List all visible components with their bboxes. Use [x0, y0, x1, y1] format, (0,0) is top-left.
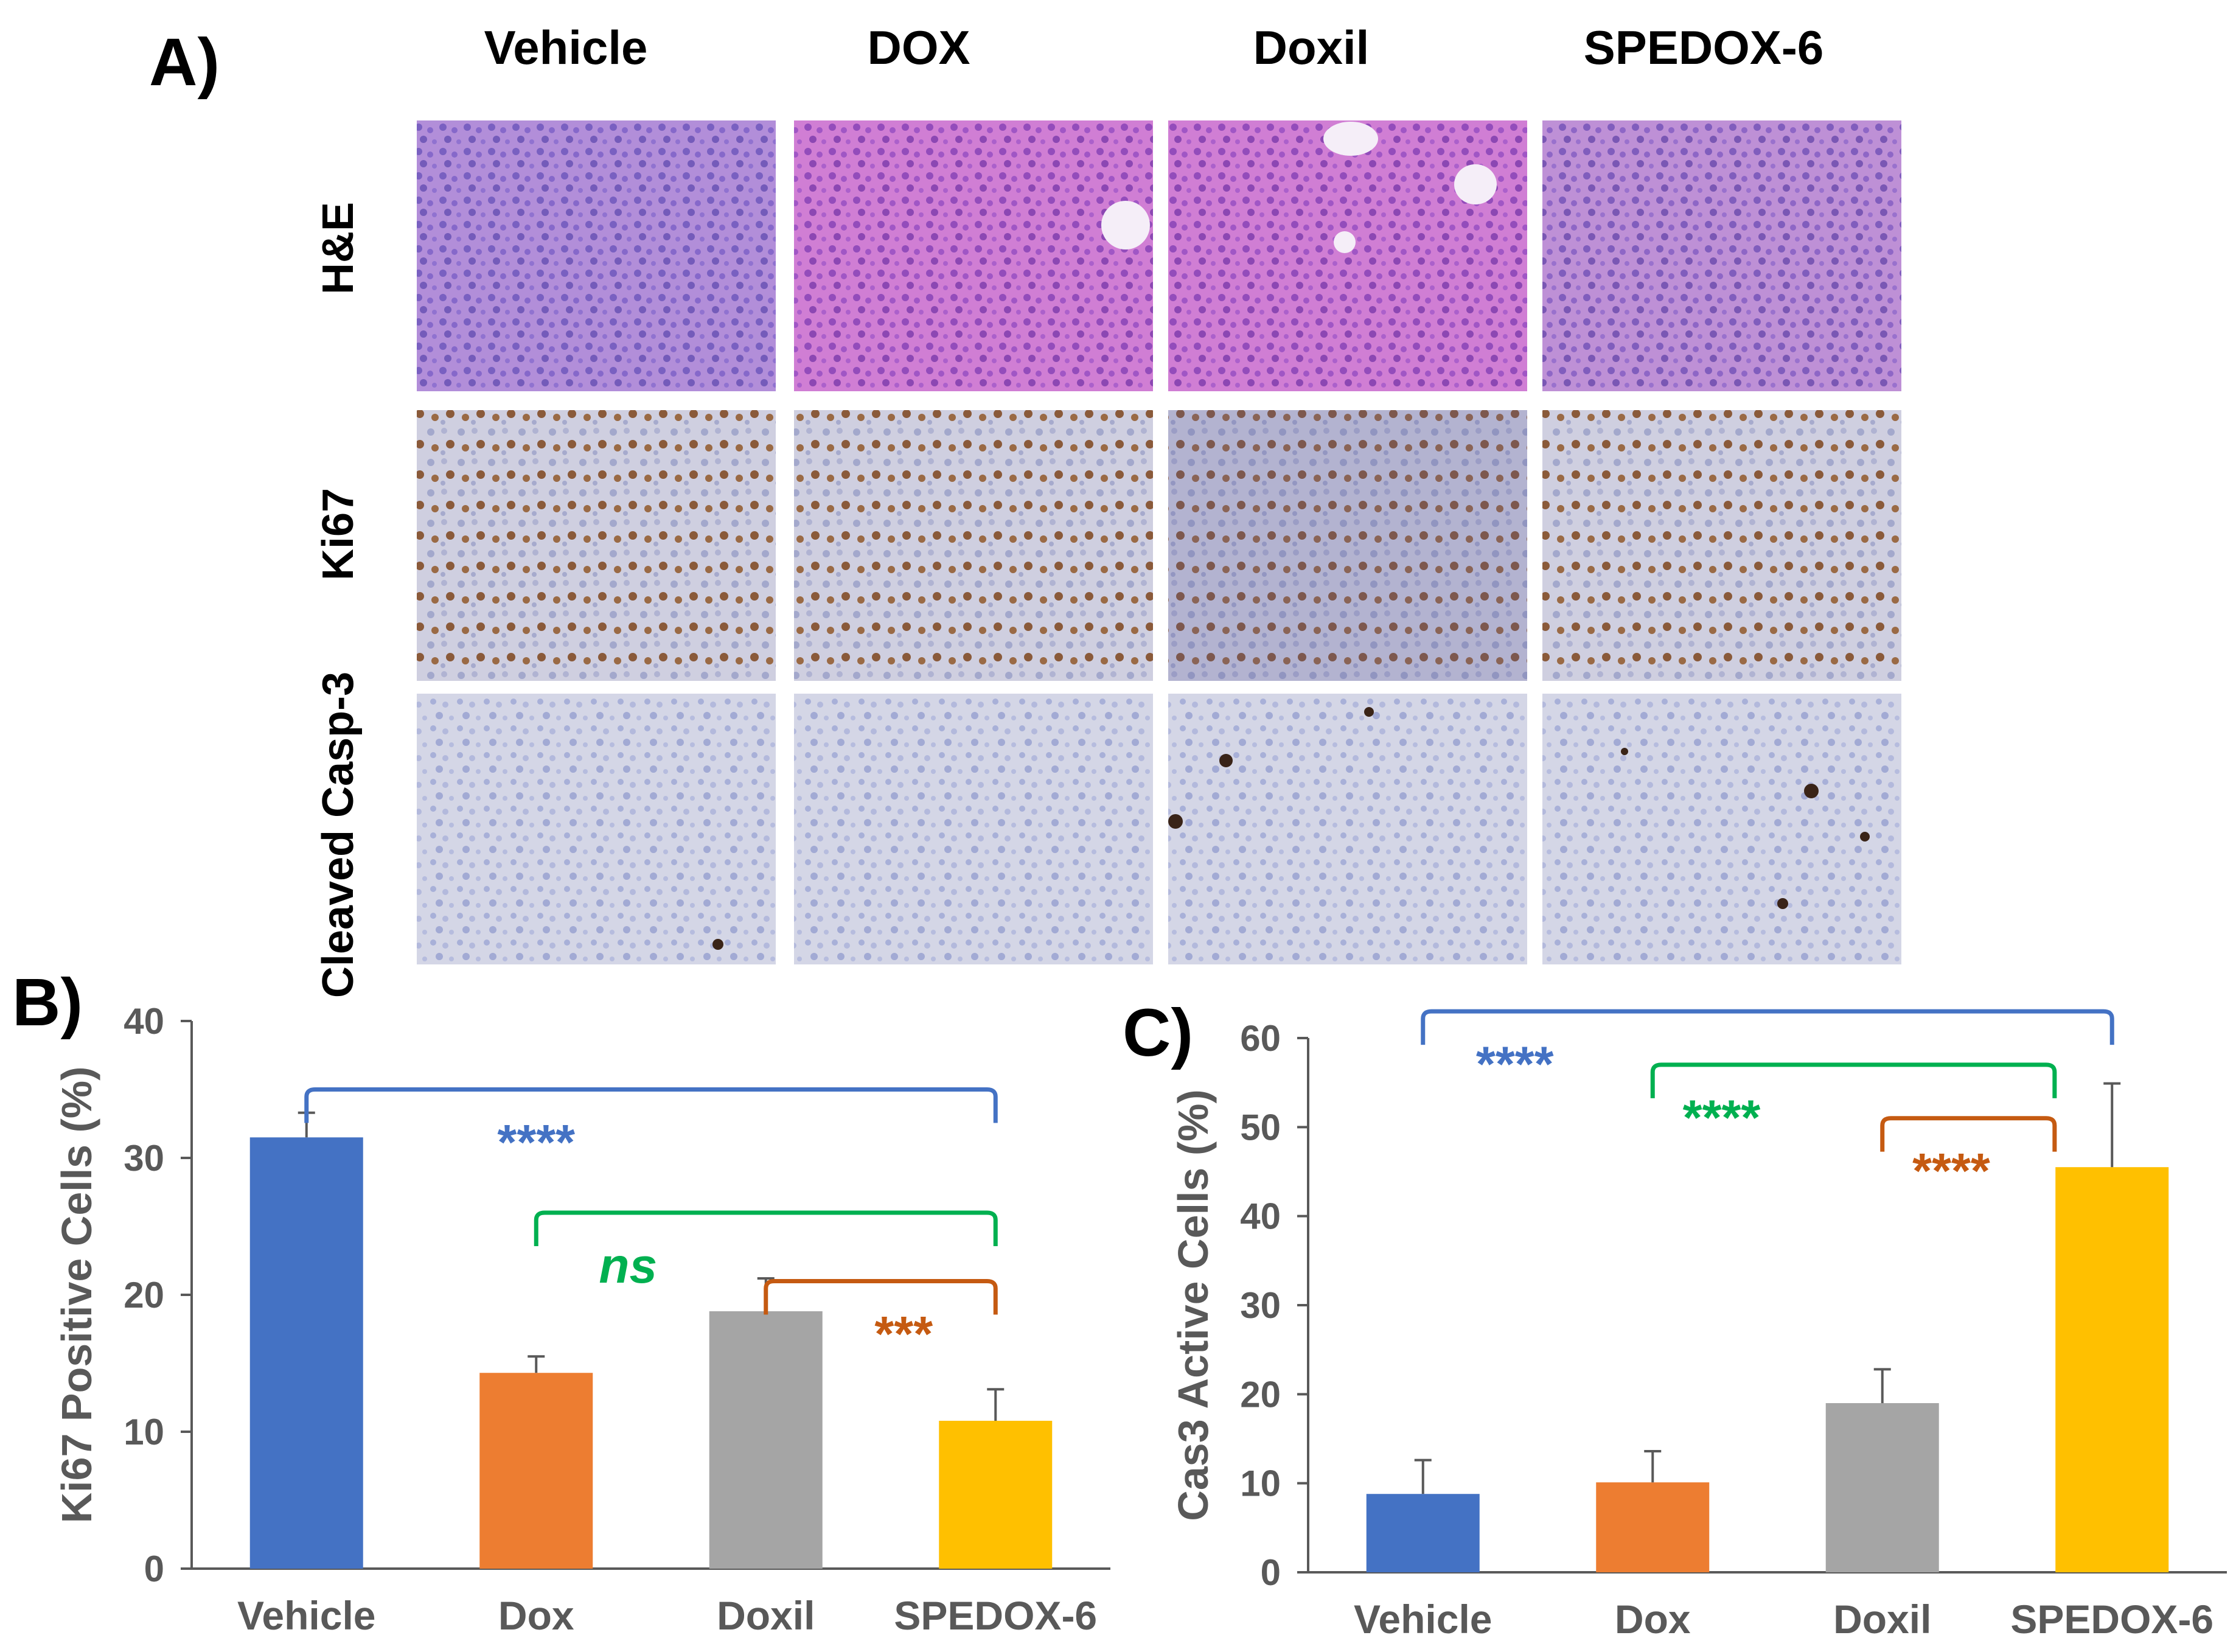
x-tick-label-vehicle: Vehicle: [237, 1593, 376, 1638]
column-header-spedox-6: SPEDOX-6: [1584, 21, 1823, 74]
significance-label: ***: [874, 1307, 933, 1362]
significance-label: ****: [1683, 1090, 1761, 1146]
tile-casp3-vehicle: [417, 694, 776, 964]
y-tick-label: 30: [1240, 1285, 1281, 1326]
row-header-h-e: H&E: [314, 202, 363, 295]
tile-he-doxil: [1168, 120, 1527, 391]
bar-doxil: [1825, 1403, 1939, 1572]
panel-a-label: A): [149, 25, 220, 100]
tile-he-vehicle: [417, 120, 776, 391]
tile-ki67-dox: [794, 410, 1153, 681]
bar-vehicle: [1366, 1494, 1480, 1572]
bar-spedox-6: [939, 1421, 1053, 1569]
panel-a-histology: A) Vehicle DOX Doxil SPEDOX-6 H&E Ki67 Cleave…: [149, 21, 1901, 998]
tile-casp3-spedox-6: [1542, 694, 1901, 964]
y-tick-label: 20: [1240, 1374, 1281, 1415]
column-header-doxil: Doxil: [1253, 21, 1370, 74]
significance-bracket: [534, 1210, 998, 1246]
error-bar-dox: [528, 1355, 545, 1373]
y-tick-label: 30: [124, 1138, 164, 1179]
x-tick-label-doxil: Doxil: [1833, 1597, 1931, 1642]
column-header-dox: DOX: [867, 21, 970, 74]
x-tick-label-dox: Dox: [498, 1593, 574, 1638]
panel-b-label: B): [12, 965, 83, 1040]
y-axis-label: Cas3 Active Cells (%): [1169, 1089, 1217, 1521]
y-tick-label: 50: [1240, 1107, 1281, 1148]
histology-images: [417, 120, 1901, 964]
y-axis-label: Ki67 Positive Cells (%): [53, 1067, 100, 1524]
tile-casp3-doxil: [1168, 694, 1527, 964]
tile-casp3-dox: [794, 694, 1153, 964]
y-tick-label: 0: [144, 1549, 164, 1589]
bar-dox: [479, 1373, 593, 1569]
significance-label: ****: [1912, 1144, 1990, 1199]
column-header-vehicle: Vehicle: [484, 21, 648, 74]
y-tick-label: 60: [1240, 1018, 1281, 1059]
x-tick-label-vehicle: Vehicle: [1354, 1597, 1492, 1642]
y-tick-label: 20: [124, 1275, 164, 1316]
bar-vehicle: [249, 1137, 363, 1569]
y-tick-label: 10: [124, 1412, 164, 1452]
y-tick-label: 40: [124, 1001, 164, 1042]
tile-ki67-doxil: [1168, 410, 1527, 681]
y-tick-label: 0: [1261, 1552, 1281, 1593]
significance-label: ns: [599, 1238, 657, 1294]
significance-bracket: [304, 1087, 998, 1123]
chart-b-ki67: B) 0 10 20 30 40 Ki67 Positive Cells (%) Vehic…: [12, 965, 1110, 1638]
column-headers: Vehicle DOX Doxil SPEDOX-6: [484, 21, 1824, 74]
x-tick-label-doxil: Doxil: [717, 1593, 815, 1638]
row-headers: H&E Ki67 Cleaved Casp-3: [314, 202, 363, 998]
row-header-ki67: Ki67: [314, 488, 363, 580]
significance-bracket: [1650, 1062, 2057, 1098]
bar-doxil: [709, 1311, 823, 1569]
x-tick-label-spedox-6: SPEDOX-6: [894, 1593, 1097, 1638]
bar-dox: [1596, 1482, 1710, 1572]
error-bar-dox: [1644, 1449, 1662, 1483]
panel-c-label: C): [1123, 995, 1193, 1070]
significance-label: ****: [497, 1115, 575, 1171]
x-tick-label-dox: Dox: [1615, 1597, 1691, 1642]
significance-bracket: [1880, 1116, 2057, 1152]
tile-he-dox: [794, 120, 1153, 391]
chart-c-cas3: C) 0 10 20 30 40 50 60 Cas3 Active Cells (%) Veh…: [1123, 995, 2227, 1642]
x-tick-label-spedox-6: SPEDOX-6: [2010, 1597, 2213, 1642]
error-bar-spedox-6: [987, 1388, 1005, 1421]
error-bar-vehicle: [1414, 1459, 1432, 1494]
y-tick-label: 40: [1240, 1196, 1281, 1237]
tile-ki67-spedox-6: [1542, 410, 1901, 681]
significance-bracket: [764, 1279, 998, 1315]
significance-bracket: [1421, 1009, 2114, 1045]
bar-spedox-6: [2055, 1167, 2169, 1572]
row-header-cleaved-casp-3: Cleaved Casp-3: [314, 672, 363, 998]
significance-label: ****: [1476, 1037, 1554, 1092]
error-bar-doxil: [1873, 1368, 1891, 1403]
y-tick-label: 10: [1240, 1463, 1281, 1504]
error-bar-spedox-6: [2103, 1082, 2121, 1168]
tile-ki67-vehicle: [417, 410, 776, 681]
tile-he-spedox-6: [1542, 120, 1901, 391]
